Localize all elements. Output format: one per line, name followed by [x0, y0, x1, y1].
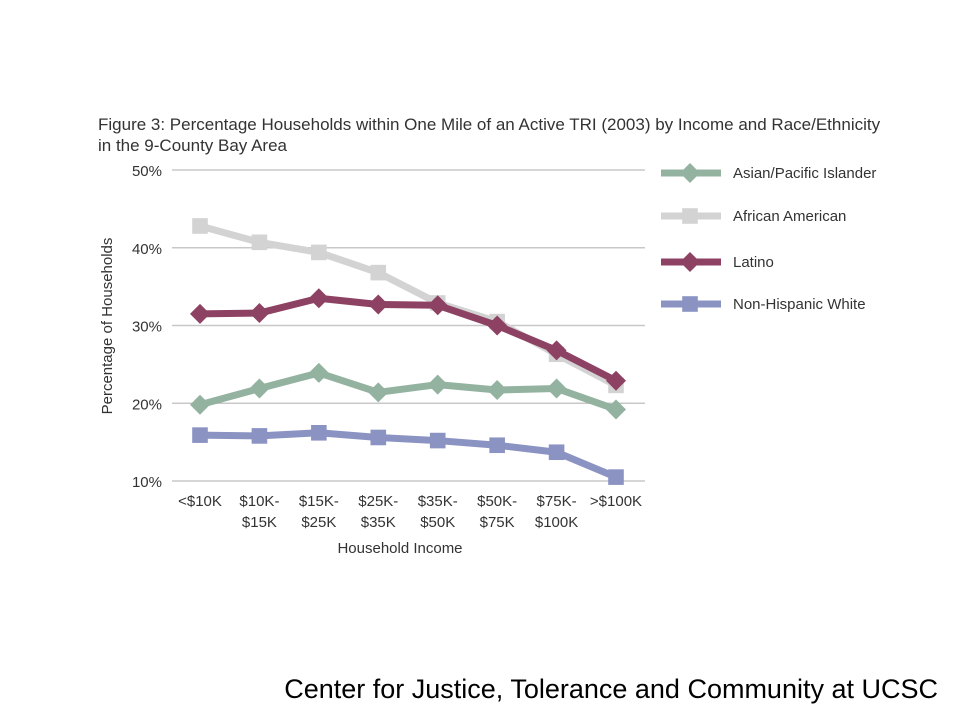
series-line	[199, 429, 618, 481]
data-point	[249, 303, 270, 324]
series-line	[199, 369, 618, 413]
legend-label: Asian/Pacific Islander	[733, 165, 876, 182]
x-tick-label: $75K-$100K	[535, 493, 578, 531]
data-point	[546, 378, 567, 399]
y-tick-label: 50%	[132, 163, 162, 180]
data-point	[308, 362, 329, 383]
x-tick-label: >$100K	[590, 493, 642, 510]
data-point	[429, 432, 446, 449]
legend-label: African American	[733, 208, 846, 225]
chart-title: Figure 3: Percentage Households within O…	[98, 115, 881, 155]
data-point	[190, 394, 210, 415]
data-point	[487, 315, 508, 336]
data-point	[251, 428, 268, 444]
data-point	[192, 218, 208, 234]
x-tick-label: $10K-$15K	[239, 493, 279, 531]
x-tick-label: $35K-$50K	[418, 493, 458, 531]
data-point	[608, 469, 624, 485]
data-point	[368, 294, 389, 315]
legend-marker	[682, 296, 698, 312]
data-point	[606, 399, 626, 420]
data-point	[427, 374, 448, 395]
y-axis-title: Percentage of Households	[99, 238, 116, 415]
data-point	[311, 244, 327, 261]
data-point	[487, 380, 508, 401]
y-tick-label: 40%	[132, 241, 162, 258]
data-point	[489, 437, 505, 454]
data-point	[368, 382, 389, 403]
y-tick-label: 20%	[132, 396, 162, 413]
legend-marker	[680, 252, 700, 272]
y-tick-label: 10%	[132, 474, 162, 491]
data-point	[548, 444, 565, 461]
legend-label: Non-Hispanic White	[733, 296, 866, 313]
slide-footer: Center for Justice, Tolerance and Commun…	[0, 674, 960, 705]
x-tick-label: $15K-$25K	[299, 493, 339, 531]
footer-text: Center for Justice, Tolerance and Commun…	[284, 674, 938, 704]
data-point	[311, 424, 327, 441]
data-point	[546, 340, 567, 361]
data-point	[251, 234, 268, 251]
data-point	[308, 288, 329, 309]
legend-marker	[680, 163, 700, 183]
data-point	[192, 427, 208, 443]
data-point	[249, 378, 270, 399]
data-point	[370, 264, 387, 281]
x-tick-label: $25K-$35K	[358, 493, 398, 531]
legend-label: Latino	[733, 254, 774, 271]
data-point	[190, 303, 210, 324]
data-point	[370, 429, 387, 446]
y-tick-label: 30%	[132, 319, 162, 336]
x-tick-label: <$10K	[178, 493, 222, 510]
data-point	[427, 295, 448, 316]
data-point	[606, 370, 626, 391]
legend-marker	[682, 208, 698, 224]
series-line	[199, 294, 618, 384]
x-axis-title: Household Income	[337, 540, 462, 557]
x-tick-label: $50K-$75K	[477, 493, 517, 531]
